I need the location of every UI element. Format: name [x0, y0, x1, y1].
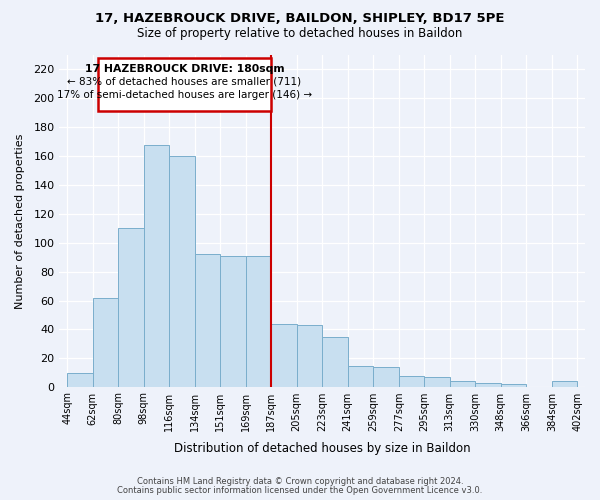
Bar — [450, 382, 475, 387]
Bar — [118, 228, 143, 387]
Bar — [297, 325, 322, 387]
Bar — [169, 156, 194, 387]
Bar — [245, 256, 271, 387]
Bar — [143, 144, 169, 387]
Bar — [67, 373, 92, 387]
Text: ← 83% of detached houses are smaller (711): ← 83% of detached houses are smaller (71… — [67, 76, 302, 86]
Bar — [552, 382, 577, 387]
Text: 17 HAZEBROUCK DRIVE: 180sqm: 17 HAZEBROUCK DRIVE: 180sqm — [85, 64, 284, 74]
Bar — [399, 376, 424, 387]
Bar — [501, 384, 526, 387]
Bar — [194, 254, 220, 387]
Bar — [348, 366, 373, 387]
Bar — [271, 324, 297, 387]
Bar — [373, 367, 399, 387]
Text: Contains public sector information licensed under the Open Government Licence v3: Contains public sector information licen… — [118, 486, 482, 495]
Bar — [220, 256, 245, 387]
Text: 17% of semi-detached houses are larger (146) →: 17% of semi-detached houses are larger (… — [57, 90, 312, 100]
Y-axis label: Number of detached properties: Number of detached properties — [15, 134, 25, 309]
Text: 17, HAZEBROUCK DRIVE, BAILDON, SHIPLEY, BD17 5PE: 17, HAZEBROUCK DRIVE, BAILDON, SHIPLEY, … — [95, 12, 505, 26]
Bar — [322, 336, 348, 387]
Text: Contains HM Land Registry data © Crown copyright and database right 2024.: Contains HM Land Registry data © Crown c… — [137, 477, 463, 486]
FancyBboxPatch shape — [98, 58, 271, 112]
X-axis label: Distribution of detached houses by size in Baildon: Distribution of detached houses by size … — [174, 442, 470, 455]
Bar — [475, 383, 501, 387]
Text: Size of property relative to detached houses in Baildon: Size of property relative to detached ho… — [137, 28, 463, 40]
Bar — [92, 298, 118, 387]
Bar — [424, 377, 450, 387]
